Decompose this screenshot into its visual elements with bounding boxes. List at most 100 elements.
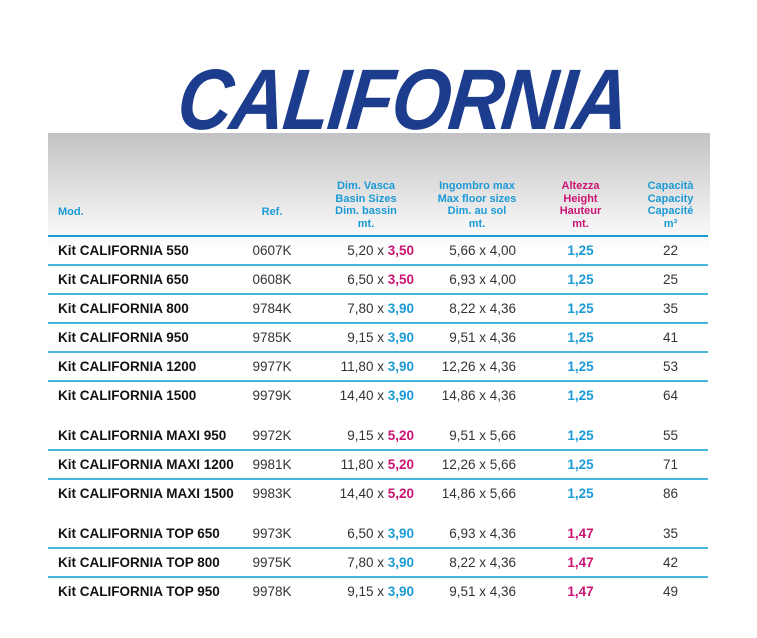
cell-ref-code: 9978K [252,584,292,599]
basin-length: 14,40 x [339,486,388,501]
cell-basin-size: 9,15 x 3,90 [306,330,426,345]
cell-model-name: Kit CALIFORNIA 1200 [58,359,197,374]
cell-capacity-value: 49 [662,584,679,599]
cell-model-name: Kit CALIFORNIA MAXI 1500 [58,486,234,501]
cell-basin-size: 9,15 x 3,90 [306,584,426,599]
spec-table: Mod. Ref. Dim. Vasca Basin Sizes Dim. ba… [48,170,708,605]
header-height-line-en: Height [563,192,598,205]
table-row: Kit CALIFORNIA TOP 950 9978K 9,15 x 3,90 9,… [48,576,708,605]
basin-length: 6,50 x [347,272,388,287]
cell-height-value: 1,25 [567,272,594,287]
cell-ref-code: 9979K [252,388,292,403]
header-height: Altezza Height Hauteur mt. [528,180,633,230]
cell-basin-size: 11,80 x 5,20 [306,457,426,472]
cell-floor-size: 9,51 x 4,36 [449,330,516,345]
basin-width-highlight: 3,90 [387,359,414,374]
table-row: Kit CALIFORNIA MAXI 1200 9981K 11,80 x 5,2… [48,449,708,478]
table-row: Kit CALIFORNIA 1200 9977K 11,80 x 3,90 12,2… [48,351,708,380]
cell-height-value: 1,25 [567,457,594,472]
header-floor-line-fr: Dim. au sol [447,205,507,217]
cell-height-value: 1,47 [567,584,594,599]
cell-floor-size: 5,66 x 4,00 [449,243,516,258]
cell-capacity-value: 55 [662,428,679,443]
table-group-2: Kit CALIFORNIA MAXI 950 9972K 9,15 x 5,20 9… [48,422,708,507]
basin-length: 6,50 x [347,526,388,541]
cell-basin-size: 6,50 x 3,50 [306,272,426,287]
cell-height-value: 1,25 [567,486,594,501]
cell-model-name: Kit CALIFORNIA MAXI 1200 [58,457,234,472]
header-floor-unit: mt. [468,217,486,230]
basin-width-highlight: 3,50 [387,272,414,287]
cell-ref-code: 9975K [252,555,292,570]
basin-width-highlight: 3,50 [387,243,414,258]
cell-floor-size: 8,22 x 4,36 [449,555,516,570]
cell-capacity-value: 53 [662,359,679,374]
header-capacity: Capacità Capacity Capacité m³ [633,180,708,230]
cell-capacity-value: 35 [662,301,679,316]
cell-ref-code: 9983K [252,486,292,501]
cell-basin-size: 14,40 x 3,90 [306,388,426,403]
cell-height-value: 1,25 [567,428,594,443]
table-group-3: Kit CALIFORNIA TOP 650 9973K 6,50 x 3,90 6,… [48,520,708,605]
basin-length: 9,15 x [347,330,388,345]
table-group-1: Kit CALIFORNIA 550 0607K 5,20 x 3,50 5,66 x… [48,237,708,409]
table-row: Kit CALIFORNIA 650 0608K 6,50 x 3,50 6,93 x… [48,264,708,293]
cell-floor-size: 8,22 x 4,36 [449,301,516,316]
cell-floor-size: 9,51 x 5,66 [449,428,516,443]
cell-basin-size: 7,80 x 3,90 [306,555,426,570]
cell-floor-size: 14,86 x 5,66 [441,486,516,501]
cell-model-name: Kit CALIFORNIA 800 [58,301,189,316]
table-body: Kit CALIFORNIA 550 0607K 5,20 x 3,50 5,66 x… [48,237,708,605]
cell-ref-code: 9973K [252,526,292,541]
cell-capacity-value: 64 [662,388,679,403]
cell-height-value: 1,47 [567,555,594,570]
cell-capacity-value: 25 [662,272,679,287]
cell-ref-code: 9972K [252,428,292,443]
table-row: Kit CALIFORNIA MAXI 950 9972K 9,15 x 5,20 9… [48,422,708,449]
cell-model-name: Kit CALIFORNIA 1500 [58,388,197,403]
cell-ref-code: 9977K [252,359,292,374]
cell-capacity-value: 35 [662,526,679,541]
basin-length: 7,80 x [347,555,388,570]
cell-height-value: 1,25 [567,388,594,403]
header-basin-line-fr: Dim. bassin [335,205,397,217]
header-height-line-it: Altezza [561,180,600,192]
cell-model-name: Kit CALIFORNIA 950 [58,330,189,345]
cell-floor-size: 12,26 x 4,36 [441,359,516,374]
basin-length: 9,15 x [347,428,388,443]
basin-length: 5,20 x [347,243,388,258]
cell-capacity-value: 42 [662,555,679,570]
table-header-row: Mod. Ref. Dim. Vasca Basin Sizes Dim. ba… [48,170,708,237]
cell-model-name: Kit CALIFORNIA 550 [58,243,189,258]
cell-basin-size: 11,80 x 3,90 [306,359,426,374]
cell-basin-size: 5,20 x 3,50 [306,243,426,258]
basin-width-highlight: 3,90 [387,388,414,403]
cell-model-name: Kit CALIFORNIA TOP 950 [58,584,220,599]
basin-length: 14,40 x [339,388,388,403]
cell-ref-code: 0607K [252,243,292,258]
table-row: Kit CALIFORNIA MAXI 1500 9983K 14,40 x 5,2… [48,478,708,507]
header-model: Mod. [58,205,84,218]
cell-basin-size: 9,15 x 5,20 [306,428,426,443]
basin-length: 7,80 x [347,301,388,316]
cell-height-value: 1,47 [567,526,594,541]
cell-ref-code: 9981K [252,457,292,472]
cell-floor-size: 6,93 x 4,00 [449,272,516,287]
basin-width-highlight: 3,90 [387,330,414,345]
cell-capacity-value: 71 [662,457,679,472]
cell-capacity-value: 86 [662,486,679,501]
cell-basin-size: 7,80 x 3,90 [306,301,426,316]
cell-height-value: 1,25 [567,243,594,258]
header-height-unit: mt. [572,217,589,230]
header-height-line-fr: Hauteur [559,205,602,217]
cell-basin-size: 14,40 x 5,20 [306,486,426,501]
basin-width-highlight: 5,20 [387,428,414,443]
basin-length: 11,80 x [340,457,388,472]
cell-capacity-value: 22 [662,243,679,258]
header-floor-sizes: Ingombro max Max floor sizes Dim. au sol… [426,180,528,230]
cell-floor-size: 9,51 x 4,36 [449,584,516,599]
table-row: Kit CALIFORNIA 800 9784K 7,80 x 3,90 8,22 x… [48,293,708,322]
cell-model-name: Kit CALIFORNIA TOP 650 [58,526,220,541]
table-row: Kit CALIFORNIA 550 0607K 5,20 x 3,50 5,66 x… [48,237,708,264]
